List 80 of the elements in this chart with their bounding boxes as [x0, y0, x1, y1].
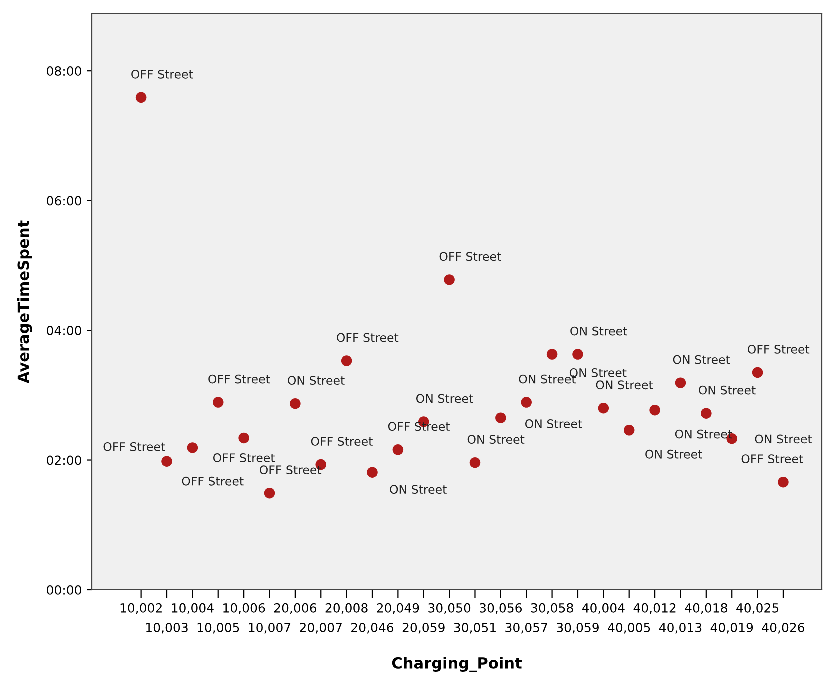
x-tick-label: 10,004 — [172, 603, 214, 614]
point — [290, 398, 301, 410]
x-tick-label: 30,051 — [454, 623, 496, 634]
x-tick-label: 30,059 — [557, 623, 599, 634]
point — [521, 397, 532, 408]
point — [752, 367, 764, 378]
point — [496, 412, 506, 424]
point — [701, 408, 712, 419]
point — [778, 476, 789, 488]
point — [212, 397, 224, 408]
annotation: OFF Street — [208, 374, 270, 384]
annotation: OFF Street — [260, 466, 322, 475]
point — [162, 456, 172, 467]
point — [572, 349, 584, 360]
y-tick-label: 02:00 — [47, 456, 82, 466]
x-tick-label: 40,018 — [685, 603, 728, 614]
x-tick-label: 20,007 — [300, 623, 342, 634]
point — [238, 432, 250, 444]
y-tick-label: 06:00 — [47, 196, 82, 206]
x-tick-label: 40,012 — [634, 603, 676, 614]
x-tick-label: 40,026 — [762, 623, 805, 634]
annotation: ON Street — [755, 434, 812, 444]
annotation: OFF Street — [132, 70, 194, 79]
annotation: ON Street — [646, 450, 702, 459]
annotation: ON Street — [525, 420, 582, 428]
annotation: ON Street — [416, 394, 474, 404]
x-tick-label: 10,002 — [120, 603, 162, 614]
annotation: ON Street — [699, 386, 756, 395]
x-tick-label: 10,003 — [146, 623, 188, 634]
x-tick-label: 40,019 — [710, 623, 754, 634]
annotation: OFF Street — [182, 476, 244, 486]
y-axis-title: AverageTimeSpent — [17, 220, 32, 384]
annotation: OFF Street — [311, 437, 373, 446]
point — [444, 274, 455, 286]
x-tick-label: 30,056 — [480, 603, 522, 614]
y-tick-label: 04:00 — [47, 326, 82, 336]
point — [264, 488, 276, 499]
annotation: OFF Street — [388, 422, 450, 432]
point — [341, 356, 352, 366]
annotation: OFF Street — [337, 333, 399, 342]
point — [136, 92, 147, 104]
x-tick-label: 20,046 — [352, 623, 394, 634]
annotation: ON Street — [468, 435, 525, 444]
x-tick-label: 20,008 — [326, 603, 368, 614]
annotation: ON Street — [673, 355, 730, 364]
x-tick-label: 40,013 — [659, 623, 702, 634]
annotation: ON Street — [675, 430, 732, 439]
point — [650, 404, 660, 416]
point — [187, 442, 198, 454]
annotation: ON Street — [390, 485, 447, 494]
y-tick-label: 00:00 — [47, 585, 82, 595]
x-tick-label: 30,057 — [506, 623, 548, 634]
point — [675, 378, 686, 388]
x-tick-label: 10,006 — [224, 603, 266, 614]
point — [367, 467, 378, 478]
y-tick-label: 08:00 — [47, 66, 82, 76]
annotation: OFF Street — [440, 252, 502, 262]
x-tick-label: 30,058 — [531, 603, 574, 614]
annotation: ON Street — [288, 376, 345, 386]
x-tick-label: 40,004 — [582, 603, 625, 614]
x-tick-label: 40,025 — [736, 603, 779, 614]
x-tick-label: 30,050 — [428, 603, 471, 614]
point — [392, 444, 404, 456]
x-tick-label: 10,007 — [249, 623, 291, 634]
annotation: ON Street — [596, 380, 654, 390]
point — [470, 457, 481, 468]
point — [546, 349, 558, 360]
x-tick-label: 10,005 — [198, 623, 240, 634]
point — [624, 425, 635, 436]
x-tick-label: 20,006 — [274, 603, 317, 614]
annotation: OFF Street — [213, 454, 276, 462]
x-tick-label: 40,005 — [608, 623, 650, 634]
point — [598, 403, 610, 414]
annotation: OFF Street — [748, 344, 810, 354]
annotation: OFF Street — [104, 442, 166, 452]
annotation: ON Street — [570, 326, 628, 336]
x-axis-title: Charging_Point — [392, 657, 522, 672]
x-tick-label: 20,059 — [402, 623, 445, 634]
x-tick-label: 20,049 — [377, 603, 420, 614]
annotation: OFF Street — [742, 454, 804, 464]
